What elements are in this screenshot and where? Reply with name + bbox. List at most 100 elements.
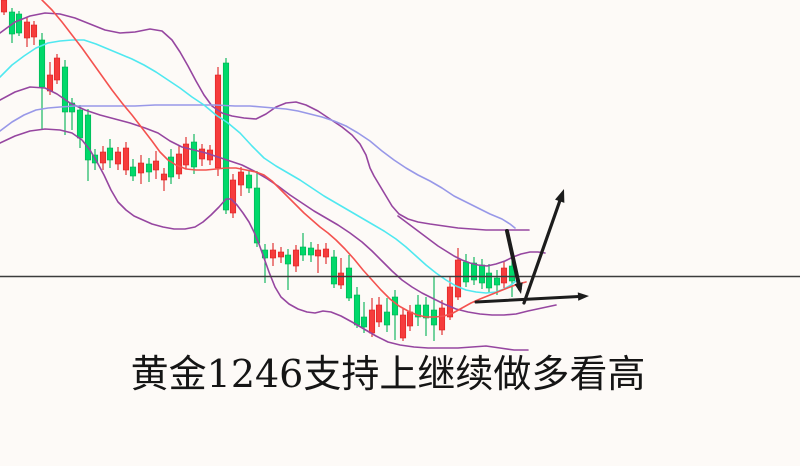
candle-body [478,264,486,284]
candle [399,308,407,341]
candle-body [269,249,277,259]
candle-body [175,153,183,175]
candle [470,257,478,285]
pullback-down-arrow [505,229,523,294]
candle-body [198,148,206,160]
candle [122,142,130,175]
candle [245,170,253,193]
candle-body [292,249,300,267]
candle-body [46,74,54,92]
candle [53,54,61,84]
pullback-down-arrow-shaft [505,229,522,291]
candle-body [470,262,478,281]
band-right-dip [397,215,546,267]
pullback-down-arrow-head [514,282,523,294]
candle-body [277,251,285,258]
candle-body [345,267,353,299]
candle-body [30,24,38,38]
candle-body [406,311,414,327]
candle [360,302,368,333]
candle [15,11,23,36]
candle-body [360,316,368,328]
candle [414,295,422,326]
sideways-right-arrow-head [577,292,589,301]
candle-body [454,259,462,298]
candle [152,151,160,179]
rally-up-arrow-shaft [522,193,564,305]
candle-body [237,171,245,186]
candle-body [15,13,23,34]
candle [314,244,322,273]
candle [229,174,237,218]
sideways-right-arrow-shaft [474,294,586,304]
candle-body [229,179,237,214]
candle [375,297,383,327]
bollinger-lower-band [0,128,529,351]
candle-body [299,246,307,256]
candle [114,147,122,170]
candle [438,300,446,335]
candle-body [500,267,508,284]
candle [84,109,92,181]
candle-body [53,57,61,81]
candle-body [383,311,391,326]
candle-body [84,114,92,161]
candle-body [122,147,130,171]
chart-caption: 黄金1246支持上继续做多看高 [130,352,646,396]
candle [307,242,315,262]
candle-body [214,74,222,169]
candle [500,262,508,288]
candle [269,243,277,266]
sideways-right-arrow [474,292,589,304]
candle-body [0,0,8,13]
candle-body [446,286,454,318]
candle [330,250,338,288]
candle [106,139,114,168]
candle [129,159,137,181]
candle-body [99,151,107,164]
candle-body [129,166,137,177]
candle-body [167,156,175,178]
candle-body [222,62,230,211]
candle-body [182,143,190,166]
candle [284,249,292,290]
candle-body [399,314,407,339]
candle [0,0,8,15]
candle [277,247,285,263]
candle [237,167,245,196]
candle-body [137,162,145,174]
candle-body [493,277,501,286]
candle [30,21,38,45]
candle [345,255,353,301]
rally-up-arrow-head [555,189,565,203]
candle [160,168,168,191]
candle-body [438,307,446,331]
candle-body [114,151,122,165]
candle [198,144,206,166]
candle [454,248,462,300]
candle [337,258,345,289]
rally-up-arrow [522,189,565,305]
candle [253,171,261,247]
candle-body [307,247,315,256]
candle-body [353,294,361,326]
ma-red [41,0,527,318]
candle [292,245,300,272]
candle-body [314,249,322,257]
candle [322,243,330,264]
candle-body [414,304,422,318]
candle [190,134,198,174]
candle [299,233,307,261]
candle-body [68,102,76,113]
candle-body [145,163,153,173]
indicator-lines-layer [0,0,557,351]
candle-body [375,304,383,323]
candle [23,17,31,47]
candle [446,277,454,320]
candle-body [391,296,399,316]
candles-layer [0,0,516,341]
trend-arrows [474,189,589,305]
candle-body [76,109,84,139]
